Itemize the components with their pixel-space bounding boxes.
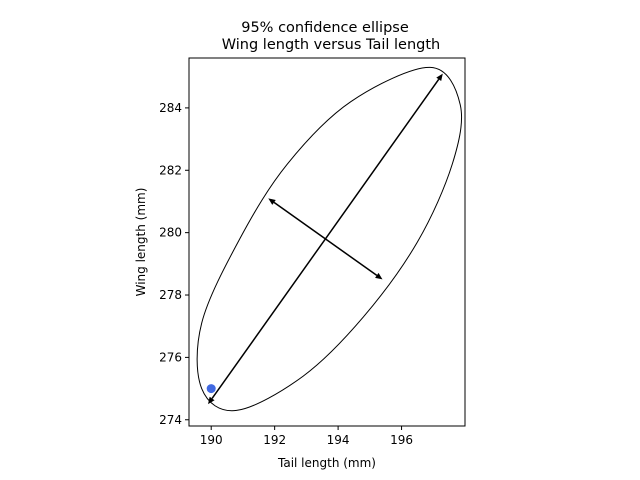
chart-subtitle: Wing length versus Tail length	[222, 37, 440, 53]
x-axis-ticks: 190 192 194 196	[200, 426, 413, 447]
arrow-head	[208, 396, 215, 405]
x-tick-label: 192	[263, 433, 286, 447]
y-axis-label: Wing length (mm)	[134, 188, 148, 297]
x-tick-label: 194	[327, 433, 350, 447]
axis-arrow-1	[324, 73, 443, 240]
axis-arrow-4	[324, 238, 383, 280]
y-tick-label: 278	[159, 288, 182, 302]
x-tick-label: 196	[390, 433, 413, 447]
y-tick-label: 274	[159, 413, 182, 427]
y-tick-label: 280	[159, 226, 182, 240]
axis-arrow-2	[208, 238, 327, 405]
y-tick-label: 282	[159, 163, 182, 177]
arrow-head	[436, 73, 443, 82]
y-tick-label: 276	[159, 350, 182, 364]
x-axis-label: Tail length (mm)	[277, 456, 376, 470]
data-point-1	[206, 384, 216, 394]
confidence-ellipse	[196, 66, 463, 412]
x-tick-label: 190	[200, 433, 223, 447]
axes-frame	[188, 57, 466, 427]
axis-arrow-3	[268, 198, 326, 240]
arrow-head	[375, 272, 383, 280]
y-axis-ticks: 274 276 278 280 282 284	[159, 101, 189, 427]
chart-title: 95% confidence ellipse	[241, 20, 409, 36]
arrow-head	[268, 198, 276, 205]
y-tick-label: 284	[159, 101, 182, 115]
plot-area	[196, 66, 463, 412]
